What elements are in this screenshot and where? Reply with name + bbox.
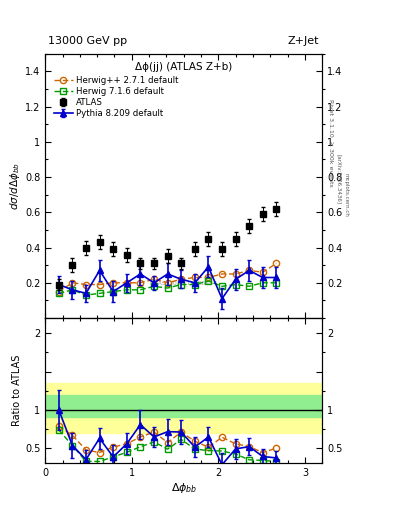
Herwig 7.1.6 default [57, 290, 61, 296]
Herwig 7.1.6 default [193, 282, 197, 288]
Herwig++ 2.7.1 default [111, 280, 116, 286]
Herwig 7.1.6 default [70, 287, 75, 293]
Text: Rivet 3.1.10, ≥ 300k events: Rivet 3.1.10, ≥ 300k events [328, 99, 333, 187]
Herwig 7.1.6 default [206, 278, 211, 284]
Herwig++ 2.7.1 default [206, 274, 211, 281]
Herwig++ 2.7.1 default [152, 276, 156, 282]
Herwig 7.1.6 default [247, 283, 252, 289]
Herwig 7.1.6 default [138, 287, 143, 293]
Herwig++ 2.7.1 default [261, 269, 265, 275]
Herwig 7.1.6 default [125, 287, 129, 293]
Herwig++ 2.7.1 default [57, 289, 61, 295]
Herwig++ 2.7.1 default [97, 282, 102, 288]
Herwig++ 2.7.1 default [165, 280, 170, 286]
Herwig++ 2.7.1 default [70, 280, 75, 286]
Herwig++ 2.7.1 default [84, 282, 88, 288]
Herwig 7.1.6 default [165, 285, 170, 291]
Text: mcplots.cern.ch: mcplots.cern.ch [344, 173, 349, 217]
Text: HEAS_2020_I1788444: HEAS_2020_I1788444 [150, 281, 218, 286]
Herwig++ 2.7.1 default [138, 280, 143, 286]
Text: Z+Jet: Z+Jet [288, 36, 320, 46]
Herwig 7.1.6 default [84, 292, 88, 298]
Text: Δϕ(jj) (ATLAS Z+b): Δϕ(jj) (ATLAS Z+b) [135, 61, 232, 72]
Line: Herwig 7.1.6 default: Herwig 7.1.6 default [56, 278, 279, 298]
Herwig++ 2.7.1 default [274, 260, 279, 266]
Herwig 7.1.6 default [111, 289, 116, 295]
Herwig 7.1.6 default [97, 290, 102, 296]
Herwig++ 2.7.1 default [233, 271, 238, 277]
Herwig 7.1.6 default [274, 280, 279, 286]
Herwig++ 2.7.1 default [125, 280, 129, 286]
Herwig 7.1.6 default [261, 280, 265, 286]
Herwig 7.1.6 default [152, 283, 156, 289]
Text: 13000 GeV pp: 13000 GeV pp [48, 36, 127, 46]
Text: [arXiv:1306.3436]: [arXiv:1306.3436] [336, 154, 341, 204]
X-axis label: $\Delta\phi_{bb}$: $\Delta\phi_{bb}$ [171, 481, 197, 495]
Herwig 7.1.6 default [179, 282, 184, 288]
Herwig 7.1.6 default [233, 282, 238, 288]
Y-axis label: Ratio to ATLAS: Ratio to ATLAS [12, 355, 22, 426]
Herwig++ 2.7.1 default [220, 271, 224, 277]
Herwig++ 2.7.1 default [193, 274, 197, 281]
Y-axis label: $d\sigma/d\Delta\phi_{bb}$: $d\sigma/d\Delta\phi_{bb}$ [8, 162, 22, 210]
Herwig++ 2.7.1 default [179, 276, 184, 282]
Herwig++ 2.7.1 default [247, 267, 252, 273]
Legend: Herwig++ 2.7.1 default, Herwig 7.1.6 default, ATLAS, Pythia 8.209 default: Herwig++ 2.7.1 default, Herwig 7.1.6 def… [52, 74, 181, 120]
Herwig 7.1.6 default [220, 283, 224, 289]
Line: Herwig++ 2.7.1 default: Herwig++ 2.7.1 default [56, 260, 279, 295]
